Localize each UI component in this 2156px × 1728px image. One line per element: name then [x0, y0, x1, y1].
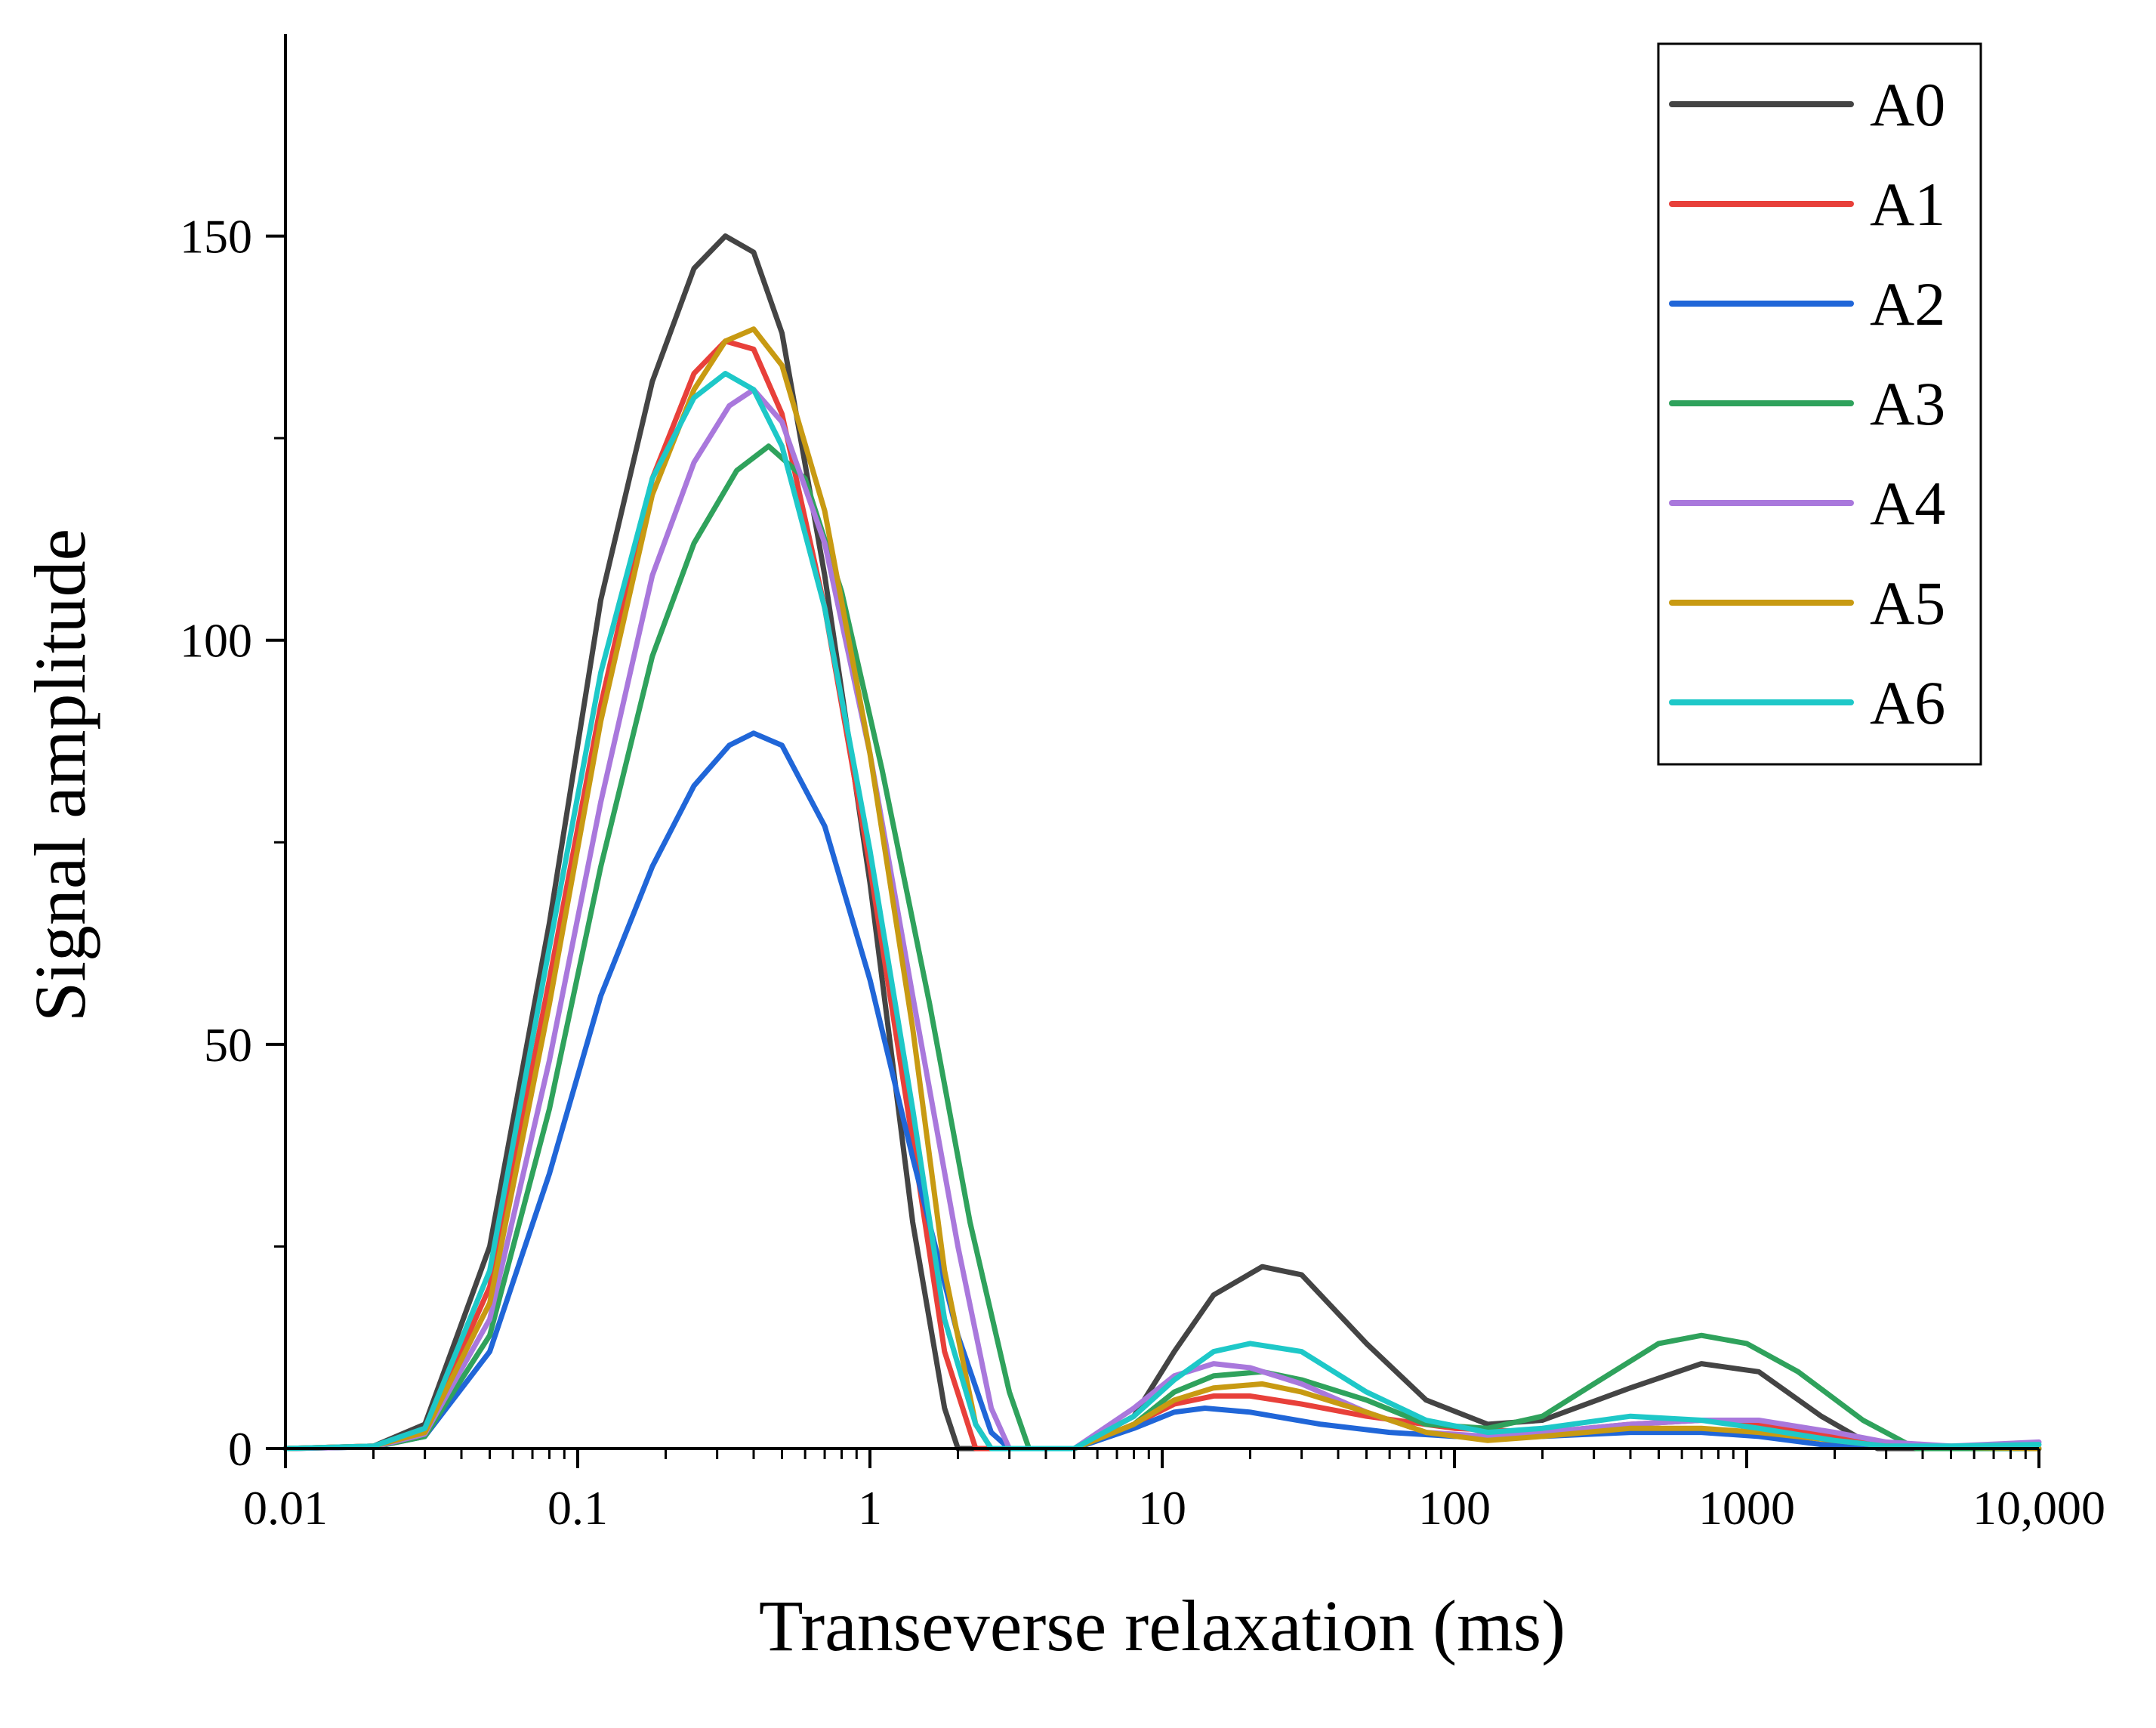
y-axis-title: Signal amplitude: [20, 529, 100, 1022]
legend: A0 A1 A2 A3 A4 A5 A6: [1657, 42, 1982, 766]
legend-label-a6: A6: [1870, 668, 1945, 737]
x-tick-label: 0.1: [547, 1481, 608, 1535]
x-axis-title: Transeverse relaxation (ms): [759, 1585, 1565, 1666]
x-tick-label: 1: [858, 1481, 882, 1535]
x-tick-label: 10: [1138, 1481, 1186, 1535]
y-tick-label: 50: [204, 1018, 252, 1072]
x-tick-label: 100: [1418, 1481, 1491, 1535]
y-tick-label: 150: [180, 210, 252, 264]
series-line-a2: [282, 730, 2042, 1452]
legend-label-a3: A3: [1870, 369, 1945, 438]
x-tick-label: 1000: [1698, 1481, 1795, 1535]
x-tick-label: 10,000: [1972, 1481, 2105, 1535]
y-tick-label: 100: [180, 614, 252, 668]
legend-label-a0: A0: [1870, 70, 1945, 139]
axes-layer: 0.01 0.1 1 10 100 1000 10,000 0 50 100 150: [180, 34, 2105, 1535]
y-tick-label: 0: [228, 1422, 252, 1476]
legend-label-a1: A1: [1870, 170, 1945, 239]
legend-label-a2: A2: [1870, 270, 1945, 338]
x-tick-label: 0.01: [243, 1481, 328, 1535]
legend-label-a5: A5: [1870, 569, 1945, 637]
legend-label-a4: A4: [1870, 469, 1945, 538]
